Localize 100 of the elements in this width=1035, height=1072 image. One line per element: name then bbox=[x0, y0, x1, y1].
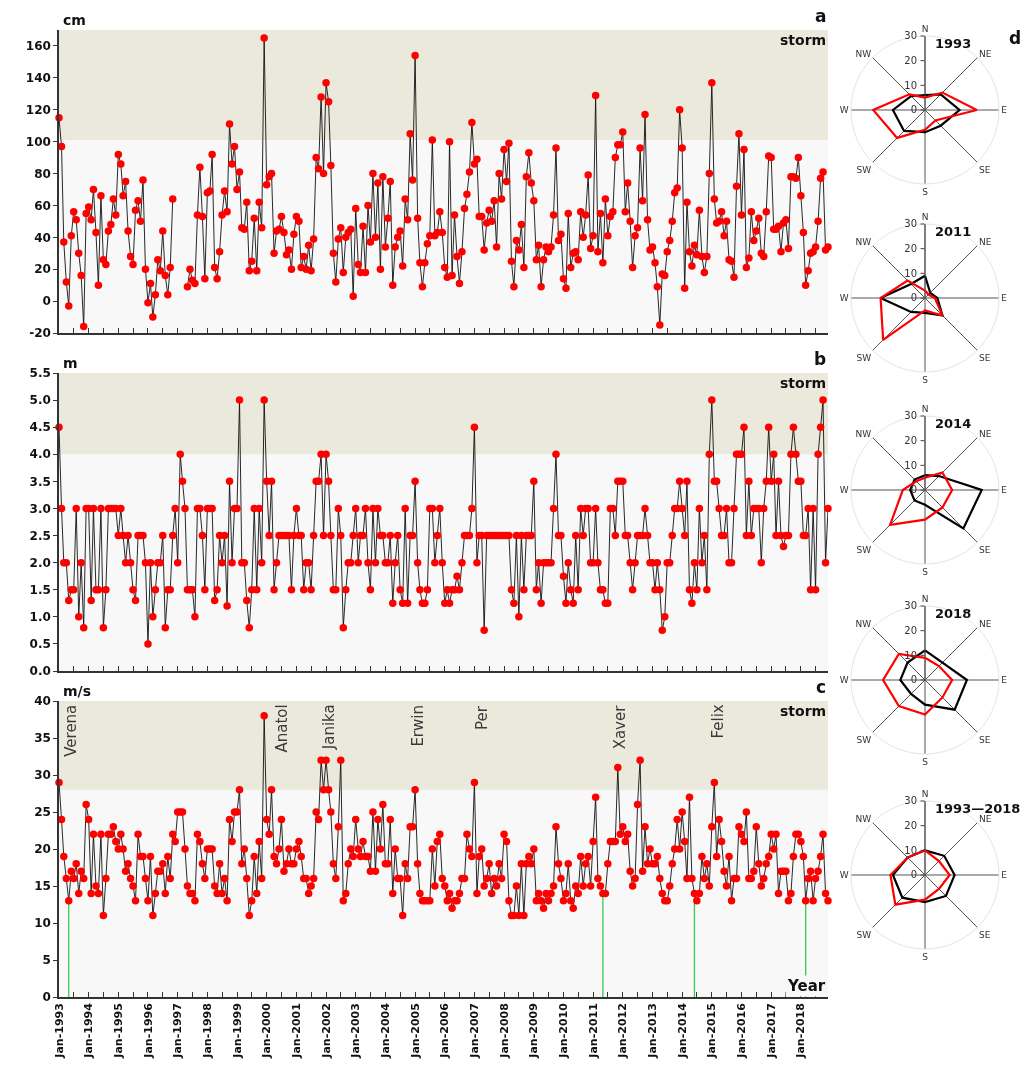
y-tick-label: 4.5 bbox=[29, 420, 51, 435]
spoke-label: SW bbox=[856, 352, 872, 363]
y-tick-label: 30 bbox=[904, 30, 917, 42]
annotation: Felix bbox=[708, 704, 727, 739]
text: 1993 bbox=[935, 36, 972, 51]
spoke-label: N bbox=[921, 593, 929, 604]
x-tick-label: Jan-2013 bbox=[646, 1003, 660, 1059]
y-tick-label: 160 bbox=[25, 39, 51, 54]
text: 2018 bbox=[935, 606, 972, 621]
y-tick-label: 10 bbox=[904, 649, 917, 661]
y-tick-label: 2.5 bbox=[29, 528, 51, 543]
spoke-label: S bbox=[922, 375, 929, 386]
spoke-label: N bbox=[921, 403, 929, 414]
x-tick-label: Jan-1994 bbox=[82, 1002, 96, 1059]
y-tick-label: 4.0 bbox=[29, 447, 51, 462]
spoke-label: N bbox=[921, 788, 929, 799]
x-tick-label: Jan-2008 bbox=[497, 1003, 511, 1059]
annotation: Anatol bbox=[272, 704, 291, 753]
y-tick-label: -20 bbox=[29, 326, 51, 341]
spoke-label: W bbox=[839, 485, 849, 496]
spoke-label: S bbox=[922, 952, 929, 963]
y-tick-label: 0 bbox=[910, 674, 917, 686]
y-tick-label: 60 bbox=[34, 198, 51, 213]
y-axis-title: m bbox=[63, 355, 78, 371]
x-tick-label: Jan-2004 bbox=[378, 1002, 392, 1059]
y-tick-label: 20 bbox=[904, 242, 917, 254]
text: 1993—2018 bbox=[935, 801, 1021, 816]
y-tick-label: 2.0 bbox=[29, 555, 51, 570]
band-label: storm bbox=[780, 32, 827, 48]
y-tick-label: 40 bbox=[34, 694, 51, 709]
x-tick-label: Jan-1993 bbox=[52, 1003, 66, 1059]
x-tick-label: Jan-2011 bbox=[586, 1003, 600, 1059]
y-tick-label: 10 bbox=[904, 844, 917, 856]
y-tick-label: 20 bbox=[904, 819, 917, 831]
y-tick-label: 40 bbox=[34, 230, 51, 245]
y-tick-label: 0.5 bbox=[29, 637, 51, 652]
y-tick-label: 0 bbox=[910, 104, 917, 116]
chart-title: b bbox=[814, 349, 827, 369]
spoke-label: SE bbox=[978, 352, 991, 363]
y-tick-label: 3.5 bbox=[29, 474, 51, 489]
y-axis-title: cm bbox=[63, 12, 86, 28]
text: 2011 bbox=[935, 224, 972, 239]
spoke-label: NE bbox=[978, 619, 992, 629]
y-tick-label: 5.5 bbox=[29, 366, 51, 381]
x-tick-label: Jan-2000 bbox=[260, 1002, 274, 1059]
x-tick-label: Jan-2002 bbox=[319, 1003, 333, 1059]
y-tick-label: 3.0 bbox=[29, 501, 51, 516]
x-tick-label: Jan-2012 bbox=[616, 1003, 630, 1059]
x-tick-label: Jan-2001 bbox=[289, 1003, 303, 1059]
y-tick-label: 80 bbox=[34, 166, 51, 181]
spoke-label: N bbox=[921, 23, 929, 34]
annotation: Erwin bbox=[408, 705, 427, 747]
x-tick-label: Jan-2010 bbox=[557, 1002, 571, 1059]
chart-title: c bbox=[816, 677, 827, 697]
spoke-label: W bbox=[839, 675, 849, 686]
x-tick-label: Jan-1995 bbox=[111, 1003, 125, 1059]
spoke-label: NW bbox=[855, 49, 872, 59]
spoke-label: NW bbox=[855, 814, 872, 824]
y-tick-label: 0 bbox=[910, 869, 917, 881]
x-tick-label: Jan-2016 bbox=[735, 1002, 749, 1059]
x-tick-label: Jan-2015 bbox=[705, 1003, 719, 1059]
y-tick-label: 30 bbox=[34, 768, 51, 783]
x-tick-label: Jan-2014 bbox=[675, 1002, 689, 1059]
spoke-label: E bbox=[1001, 293, 1008, 304]
y-tick-label: 15 bbox=[34, 879, 51, 894]
x-tick-label: Jan-1999 bbox=[230, 1003, 244, 1059]
y-tick-label: 20 bbox=[904, 434, 917, 446]
x-tick-label: Jan-2005 bbox=[408, 1003, 422, 1059]
text: d bbox=[1009, 28, 1022, 48]
y-tick-label: 30 bbox=[904, 795, 917, 807]
band-label: storm bbox=[780, 703, 827, 719]
text: 2014 bbox=[935, 416, 972, 431]
y-tick-label: 35 bbox=[34, 731, 51, 746]
x-tick-label: Jan-2003 bbox=[349, 1003, 363, 1059]
y-tick-label: 120 bbox=[25, 102, 51, 117]
y-tick-label: 10 bbox=[904, 459, 917, 471]
spoke-label: NW bbox=[855, 429, 872, 439]
spoke-label: W bbox=[839, 293, 849, 304]
y-tick-label: 0 bbox=[42, 294, 51, 309]
y-tick-label: 1.0 bbox=[29, 610, 51, 625]
annotation: Xaver bbox=[611, 704, 630, 750]
spoke-label: E bbox=[1001, 485, 1008, 496]
spoke-label: S bbox=[922, 757, 929, 768]
annotation: Per bbox=[472, 705, 491, 730]
x-tick-label: Jan-2006 bbox=[438, 1002, 452, 1059]
spoke-label: S bbox=[922, 187, 929, 198]
y-axis-title: m/s bbox=[63, 683, 92, 699]
spoke-label: NW bbox=[855, 237, 872, 247]
spoke-label: SW bbox=[856, 164, 872, 175]
y-tick-label: 25 bbox=[34, 805, 51, 820]
x-tick-label: Jan-2017 bbox=[764, 1003, 778, 1059]
y-tick-label: 30 bbox=[904, 600, 917, 612]
spoke-label: S bbox=[922, 567, 929, 578]
spoke-label: NW bbox=[855, 619, 872, 629]
y-tick-label: 0 bbox=[910, 292, 917, 304]
x-tick-label: Jan-2009 bbox=[527, 1003, 541, 1059]
x-tick-label: Jan-1998 bbox=[200, 1003, 214, 1059]
y-tick-label: 20 bbox=[34, 262, 51, 277]
y-tick-label: 20 bbox=[904, 624, 917, 636]
spoke-label: E bbox=[1001, 675, 1008, 686]
